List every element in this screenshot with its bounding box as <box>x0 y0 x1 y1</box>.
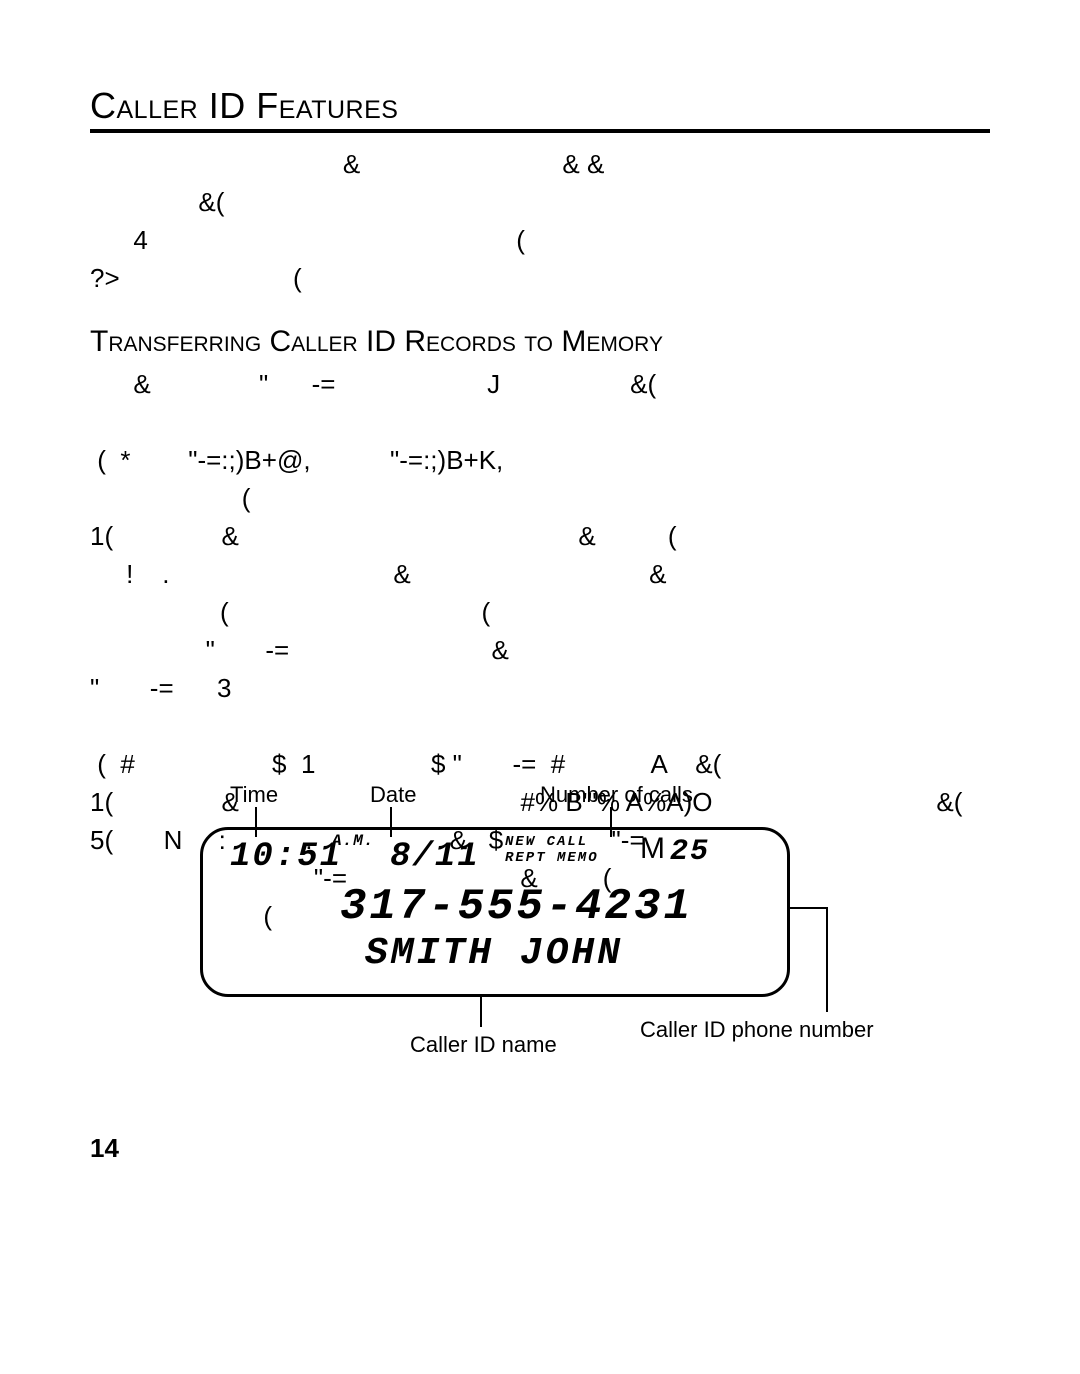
body-paragraph-1: & & & &( 4 ( ?> ( <box>90 145 990 297</box>
page-title: Caller ID Features <box>90 85 990 127</box>
lcd-m-prefix: M <box>640 832 667 866</box>
section-heading: Transferring Caller ID Records to Memory <box>90 325 990 359</box>
lcd-flag-line2: REPT MEMO <box>505 850 599 866</box>
label-phone: Caller ID phone number <box>640 1017 874 1043</box>
label-date: Date <box>370 782 416 808</box>
lcd-ampm: A.M. <box>332 832 374 850</box>
title-block: Caller ID Features <box>90 85 990 133</box>
lcd-phone: 317-555-4231 <box>340 882 693 932</box>
label-calls: Number of calls <box>540 782 693 808</box>
label-name: Caller ID name <box>410 1032 557 1058</box>
lcd-diagram: Time Date Number of calls 10:51 A.M. 8/1… <box>170 782 930 1082</box>
lcd-date: 8/11 <box>390 838 480 876</box>
leader-line <box>826 907 828 1012</box>
label-time: Time <box>230 782 278 808</box>
lcd-flag-line1: NEW CALL <box>505 834 588 850</box>
lcd-time: 10:51 <box>230 838 342 876</box>
page: Caller ID Features & & & &( 4 ( ?> ( <box>0 0 1080 1374</box>
page-number: 14 <box>90 1133 119 1164</box>
leader-line <box>480 997 482 1027</box>
lcd-name: SMITH JOHN <box>365 932 623 975</box>
leader-line <box>788 907 828 909</box>
lcd-flags: NEW CALL REPT MEMO <box>505 834 599 866</box>
lcd-m-count: 25 <box>670 835 710 869</box>
